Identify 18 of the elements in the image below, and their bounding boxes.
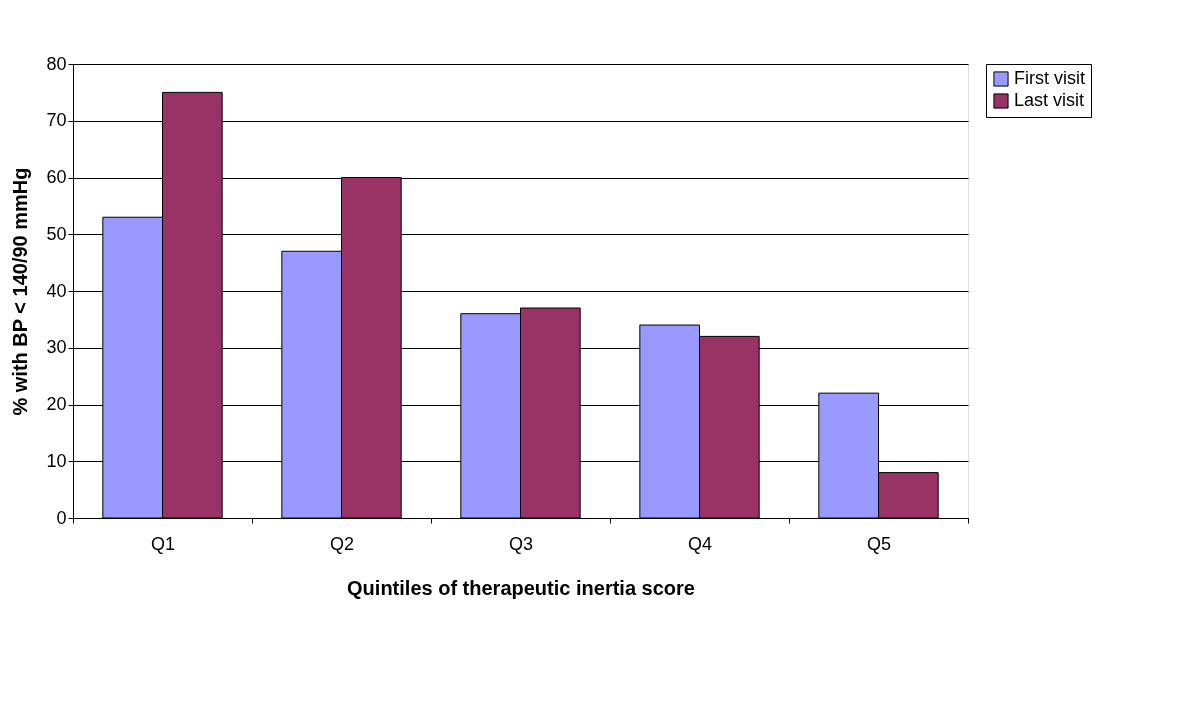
y-tick-label: 60 xyxy=(46,167,67,187)
y-axis-title: % with BP < 140/90 mmHg xyxy=(9,167,32,416)
y-tick-label: 30 xyxy=(46,337,67,358)
x-tick-label: Q5 xyxy=(866,533,892,554)
x-tick-label: Q1 xyxy=(150,533,176,554)
y-tick-label: 40 xyxy=(46,280,67,301)
legend-label: Last visit xyxy=(1014,90,1085,110)
y-tick-label: 10 xyxy=(46,450,67,471)
y-tick-label: 20 xyxy=(46,394,67,414)
x-tick-label: Q3 xyxy=(508,533,534,554)
legend-label: First visit xyxy=(1014,68,1085,88)
y-tick-label: 0 xyxy=(56,507,67,528)
y-tick-label: 50 xyxy=(46,223,67,244)
x-tick-label: Q2 xyxy=(329,533,355,554)
x-axis-title: Quintiles of therapeutic inertia score xyxy=(347,576,695,599)
y-tick-label: 70 xyxy=(46,110,67,131)
x-tick-label: Q4 xyxy=(687,533,713,554)
y-tick-label: 80 xyxy=(46,53,67,74)
